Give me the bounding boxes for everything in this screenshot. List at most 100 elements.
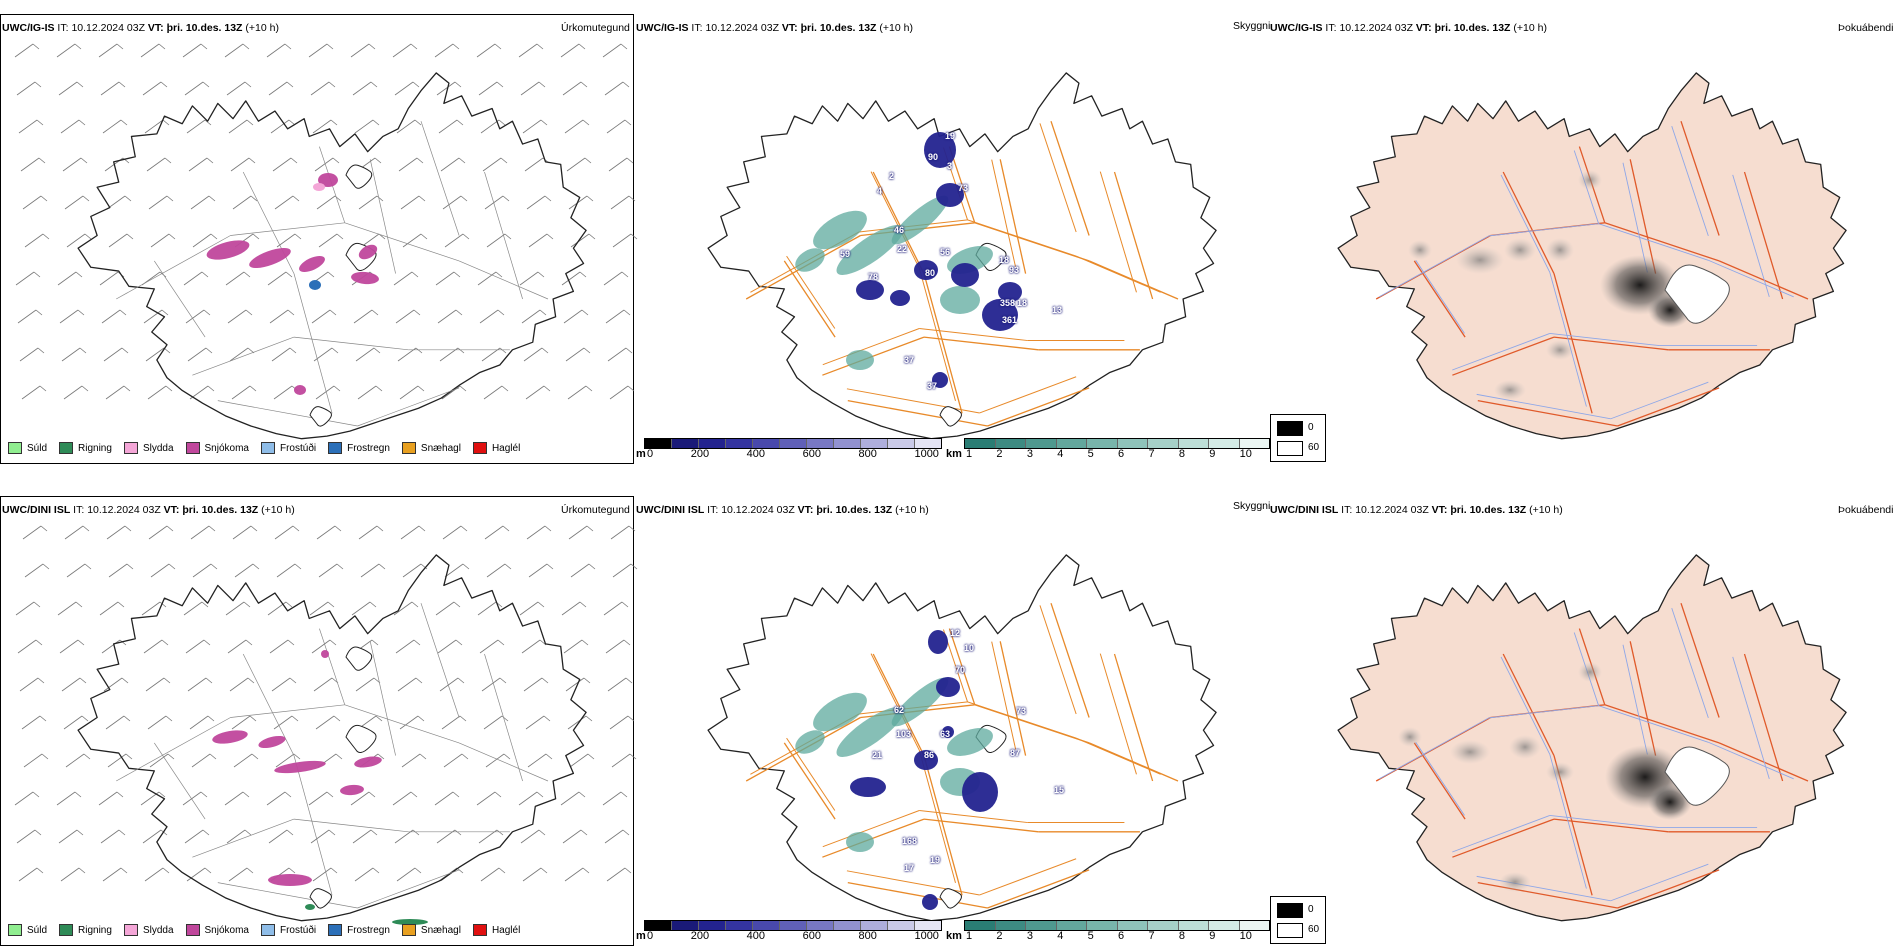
map-line <box>18 119 38 134</box>
map-line <box>526 195 546 210</box>
map-line <box>105 385 125 400</box>
legend-swatch <box>401 924 416 936</box>
colorbar-tick: 800 <box>858 448 877 460</box>
map-line <box>101 639 121 654</box>
map-line <box>1113 171 1154 300</box>
map-line <box>822 328 920 366</box>
map-line <box>217 400 358 427</box>
map-line <box>17 309 37 324</box>
map-line <box>34 829 42 836</box>
map-line <box>436 81 456 96</box>
map-line <box>158 791 166 798</box>
colorbar-step <box>672 439 699 448</box>
cloudbase-value: 17 <box>904 863 915 873</box>
map-line <box>415 347 423 354</box>
field-area <box>392 919 428 925</box>
legend-item-3: Snjókoma <box>185 442 249 454</box>
glacier-outline <box>1664 264 1730 324</box>
colorbar-tick: 1 <box>966 448 973 460</box>
map-line <box>21 715 41 730</box>
field-area <box>358 244 378 260</box>
map-line <box>208 525 216 532</box>
colorbar-tick: 8 <box>1178 930 1185 942</box>
map-line <box>334 525 342 532</box>
map-line <box>525 715 545 730</box>
map-line <box>402 563 422 578</box>
precip-header-bottom: UWC/DINI ISL IT: 10.12.2024 03Z VT: þri.… <box>2 504 295 516</box>
map-line <box>204 119 212 126</box>
map-line <box>352 829 372 844</box>
map-line <box>392 43 412 58</box>
map-line <box>243 601 251 608</box>
map-line <box>18 867 38 882</box>
map-line <box>375 385 383 392</box>
map-line <box>61 677 81 692</box>
field-area <box>1398 727 1422 747</box>
legend-label: Snjókoma <box>204 924 249 936</box>
cloudbase-value: 2 <box>889 171 895 181</box>
colorbar-step <box>965 921 996 930</box>
map-line <box>378 563 386 570</box>
map-line <box>164 157 172 164</box>
colorbar-step <box>780 921 807 930</box>
map-line <box>154 742 206 820</box>
map-line <box>286 829 294 836</box>
map-line <box>294 563 302 570</box>
map-line <box>396 119 416 134</box>
map-line <box>397 347 417 362</box>
map-line <box>1500 656 1551 755</box>
map-line <box>948 628 976 706</box>
map-line <box>625 677 633 684</box>
colorbar-step <box>1087 439 1118 448</box>
map-line <box>1378 717 1490 780</box>
map-line <box>32 43 40 50</box>
map-line <box>286 81 294 88</box>
map-line <box>846 388 980 414</box>
cloudbase-unit-top: m <box>636 448 646 460</box>
colorbar-step <box>915 921 941 930</box>
map-line <box>588 563 596 570</box>
legend-swatch <box>185 924 200 936</box>
map-line <box>518 43 538 58</box>
cloudbase-value: 63 <box>940 729 951 739</box>
map-line <box>496 829 504 836</box>
map-line <box>397 677 417 692</box>
field-area <box>268 874 312 886</box>
map-line <box>165 715 173 722</box>
map-line <box>354 867 374 882</box>
map-line <box>847 881 988 909</box>
map-line <box>202 829 210 836</box>
map-line <box>147 385 167 400</box>
map-line <box>603 271 623 286</box>
map-line <box>242 43 250 50</box>
map-line <box>497 639 505 646</box>
map-line <box>584 157 592 164</box>
field-area <box>318 173 338 187</box>
legend-label: Frostregn <box>347 442 390 454</box>
map-line <box>420 121 460 236</box>
map-line <box>355 347 375 362</box>
map-line <box>208 195 216 202</box>
map-line <box>64 195 84 210</box>
map-line <box>121 677 129 684</box>
map-line <box>1598 705 1709 743</box>
map-line <box>314 157 334 172</box>
map-line <box>200 43 208 50</box>
map-line <box>1039 123 1077 233</box>
map-line <box>186 119 206 134</box>
map-line <box>435 271 455 286</box>
map-line <box>40 195 48 202</box>
map-line <box>293 753 301 760</box>
map-line <box>126 563 134 570</box>
colorbar-step <box>753 921 780 930</box>
cloudbase-value: 3 <box>947 161 953 171</box>
map-line <box>1476 875 1611 902</box>
map-line <box>519 601 539 616</box>
map-line <box>84 563 92 570</box>
map-line <box>230 157 250 172</box>
map-line <box>140 43 160 58</box>
map-line <box>293 273 333 414</box>
map-line <box>57 271 77 286</box>
precip-title-bottom: Úrkomutegund <box>561 504 630 516</box>
map-line <box>357 387 460 427</box>
